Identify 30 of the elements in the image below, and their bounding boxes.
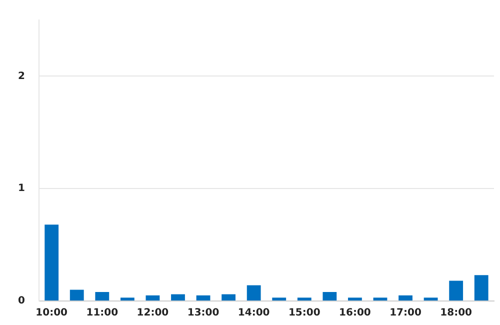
y-tick-label: 1	[18, 183, 25, 194]
bar	[171, 294, 185, 300]
bar	[120, 298, 134, 300]
x-tick-label: 15:00	[288, 308, 320, 319]
bar	[348, 298, 362, 300]
bar	[449, 280, 464, 300]
bar	[246, 285, 261, 300]
bar	[297, 298, 312, 300]
x-tick-label: 13:00	[187, 308, 220, 319]
y-tick-label: 2	[18, 70, 25, 82]
bar	[222, 294, 236, 300]
bar	[398, 295, 412, 300]
x-tick-label: 14:00	[238, 308, 270, 319]
bar	[322, 292, 337, 300]
x-tick-label: 16:00	[339, 308, 371, 319]
bar	[44, 224, 59, 300]
y-tick-label: 0	[18, 296, 25, 307]
bar	[196, 295, 210, 300]
bar	[272, 298, 286, 300]
bar	[424, 298, 438, 300]
bar	[70, 290, 84, 300]
bar	[373, 298, 388, 300]
bar	[146, 295, 160, 300]
bar	[95, 292, 110, 300]
x-tick-label: 17:00	[390, 308, 422, 319]
x-tick-label: 11:00	[86, 308, 118, 319]
bar	[474, 275, 488, 300]
x-tick-label: 12:00	[136, 308, 169, 319]
x-tick-label: 10:00	[36, 308, 68, 319]
x-tick-label: 18:00	[440, 308, 472, 319]
